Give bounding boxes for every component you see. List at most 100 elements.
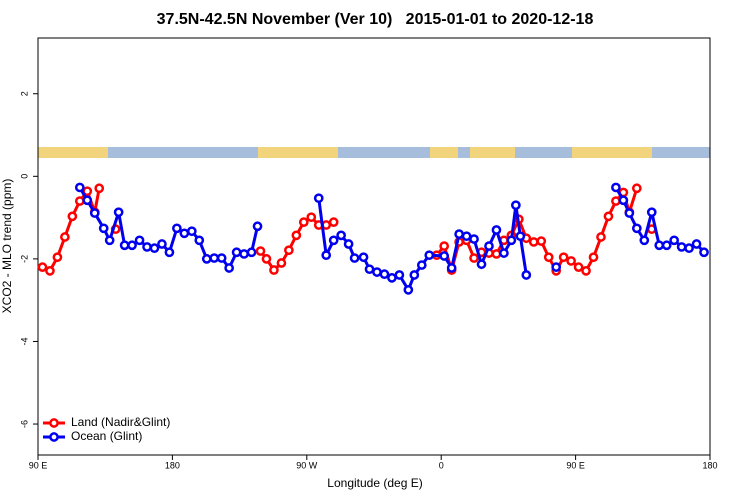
point: [127, 240, 137, 251]
point: [515, 231, 526, 242]
point: [216, 253, 227, 263]
point: [291, 230, 302, 241]
point: [113, 207, 124, 218]
point: [255, 246, 266, 256]
y-tick-label: -4: [19, 337, 29, 345]
point: [511, 200, 521, 211]
point: [646, 207, 657, 218]
point: [611, 182, 621, 193]
y-tick-label: -2: [19, 255, 29, 263]
point: [321, 250, 332, 261]
point: [476, 259, 487, 270]
x-tick-label: 0: [439, 460, 444, 470]
x-axis-label: Longitude (deg E): [327, 476, 422, 490]
point: [164, 247, 175, 258]
point: [328, 235, 339, 246]
legend-marker: [49, 432, 59, 442]
point: [298, 217, 309, 227]
point: [491, 249, 502, 259]
x-tick-label: 90 W: [296, 460, 318, 470]
point: [67, 211, 78, 222]
point: [669, 235, 680, 246]
point: [684, 243, 694, 254]
point: [224, 263, 234, 273]
point: [45, 266, 55, 276]
point: [543, 252, 554, 263]
x-tick-label: 90 E: [566, 460, 585, 470]
point: [179, 228, 190, 239]
point: [624, 208, 635, 218]
point: [461, 231, 472, 242]
point: [611, 196, 621, 206]
point: [89, 208, 100, 218]
point: [149, 243, 160, 254]
point: [439, 241, 450, 251]
point: [661, 240, 672, 251]
point: [37, 262, 48, 272]
legend-marker: [49, 418, 59, 428]
point: [252, 221, 263, 232]
point: [631, 223, 642, 234]
point: [60, 232, 70, 242]
point: [98, 223, 109, 234]
point: [349, 253, 360, 263]
point: [521, 270, 532, 280]
point: [336, 230, 346, 241]
point: [104, 235, 115, 246]
point: [573, 262, 584, 272]
point: [134, 235, 145, 246]
point: [558, 252, 569, 263]
point: [654, 240, 665, 251]
chart-title: 37.5N-42.5N November (Ver 10) 2015-01-01…: [157, 11, 594, 28]
point: [499, 248, 509, 258]
point: [157, 239, 167, 249]
point: [484, 241, 494, 251]
point: [403, 285, 414, 295]
point: [209, 253, 220, 263]
land-ocean-strip: [38, 147, 710, 158]
y-tick-label: -6: [19, 420, 29, 428]
point: [596, 232, 606, 242]
point: [588, 252, 599, 263]
point: [581, 266, 591, 276]
point: [94, 183, 105, 194]
point: [74, 196, 85, 206]
point: [74, 182, 85, 193]
point: [631, 183, 642, 194]
legend-label: Ocean (Glint): [71, 429, 142, 443]
x-tick-label: 180: [165, 460, 180, 470]
point: [387, 273, 397, 283]
point: [394, 270, 405, 280]
point: [551, 262, 562, 272]
point: [269, 265, 279, 275]
point: [194, 235, 205, 246]
point: [142, 242, 152, 252]
point: [676, 242, 687, 252]
point: [618, 195, 629, 206]
point: [261, 254, 272, 264]
y-tick-label: 2: [19, 91, 29, 96]
x-tick-label: 90 E: [29, 460, 48, 470]
point: [82, 195, 93, 206]
point: [372, 267, 382, 277]
point: [364, 264, 375, 275]
point: [343, 239, 354, 249]
x-tick-label: 180: [702, 460, 717, 470]
point: [566, 256, 576, 266]
point: [246, 247, 257, 258]
legend-label: Land (Nadir&Glint): [71, 415, 170, 429]
point: [416, 260, 427, 270]
point: [239, 249, 249, 259]
point: [639, 235, 650, 246]
point: [186, 226, 197, 237]
point: [469, 253, 479, 263]
point: [201, 254, 212, 264]
point: [358, 252, 369, 263]
point: [328, 217, 339, 227]
point: [454, 229, 464, 239]
point: [306, 212, 317, 223]
point: [699, 247, 709, 258]
y-axis-label: XCO2 - MLO trend (ppm): [0, 179, 14, 314]
point: [528, 237, 539, 247]
